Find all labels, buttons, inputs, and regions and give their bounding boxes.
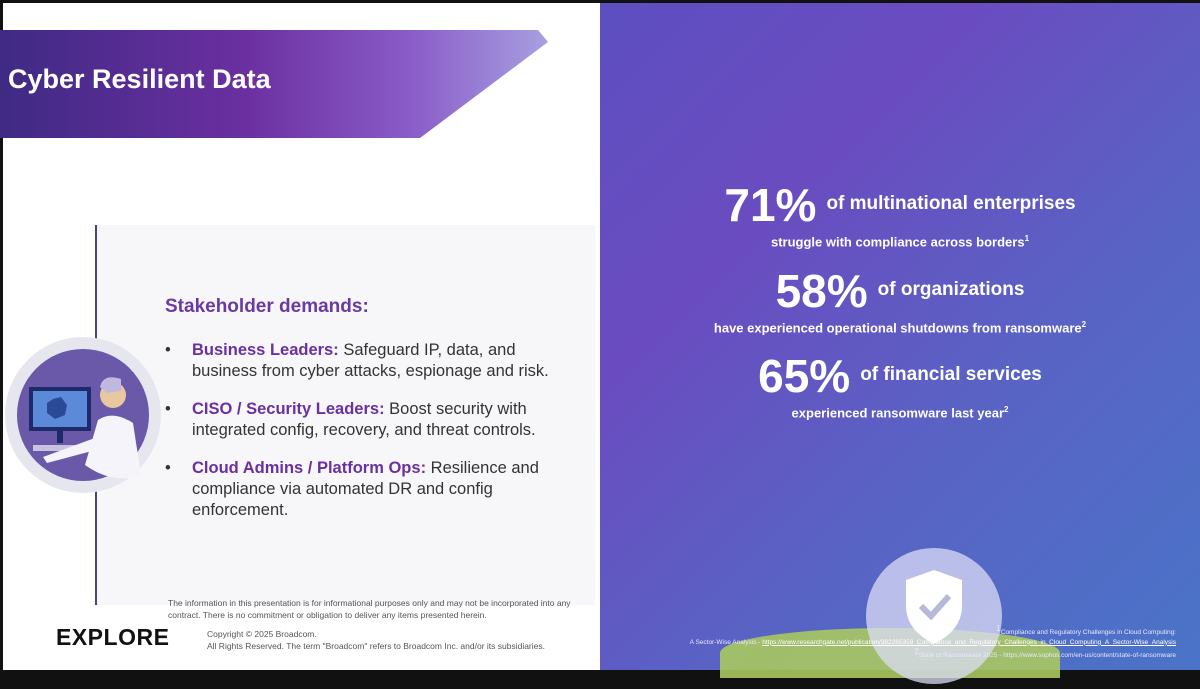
ref-num: 1 xyxy=(996,624,1001,633)
stat-sub: have experienced operational shutdowns f… xyxy=(600,320,1200,335)
rights-line: All Rights Reserved. The term "Broadcom"… xyxy=(207,641,545,651)
shield-check-icon xyxy=(906,570,962,644)
ref-mark: 2 xyxy=(1081,320,1087,329)
copyright-line: Copyright © 2025 Broadcom. xyxy=(207,629,317,639)
ref-link[interactable]: https://www.researchgate.net/publication… xyxy=(762,638,1176,646)
stat-value: 65% xyxy=(758,350,851,402)
role-label: CISO / Security Leaders: xyxy=(192,400,385,418)
stakeholder-heading: Stakeholder demands: xyxy=(165,296,369,317)
list-item: CISO / Security Leaders: Boost security … xyxy=(165,399,585,441)
stat-lead: of multinational enterprises xyxy=(826,193,1076,215)
references: 1Compliance and Regulatory Challenges in… xyxy=(600,624,1176,661)
list-item: Cloud Admins / Platform Ops: Resilience … xyxy=(165,458,585,521)
stat-sub-text: struggle with compliance across borders xyxy=(770,234,1025,250)
copyright: Copyright © 2025 Broadcom. All Rights Res… xyxy=(207,628,545,652)
stakeholder-list: Business Leaders: Safeguard IP, data, an… xyxy=(165,340,585,538)
ref-mark: 1 xyxy=(1024,234,1030,243)
list-item: Business Leaders: Safeguard IP, data, an… xyxy=(165,340,585,382)
shield-badge xyxy=(866,548,1002,684)
stat-sub-text: have experienced operational shutdowns f… xyxy=(713,320,1082,336)
ref-title: Compliance and Regulatory Challenges in … xyxy=(1000,629,1176,637)
explore-logo: EXPLORE xyxy=(56,624,170,650)
slide-title: Cyber Resilient Data xyxy=(8,64,271,94)
role-text: Resilience and compliance via automated … xyxy=(192,459,539,519)
role-label: Cloud Admins / Platform Ops: xyxy=(192,459,427,477)
stat-sub: struggle with compliance across borders1 xyxy=(600,234,1200,249)
role-label: Business Leaders: xyxy=(192,341,339,359)
stat-1: 71% of multinational enterprises struggle … xyxy=(600,178,1200,249)
stat-3: 65% of financial services experienced rans… xyxy=(600,349,1200,420)
disclaimer: The information in this presentation is … xyxy=(168,598,571,620)
stat-value: 58% xyxy=(775,265,868,317)
role-text: Safeguard IP, data, and business from cy… xyxy=(192,341,549,380)
stat-value: 71% xyxy=(724,179,817,231)
ref-link[interactable]: State of Ransomware 2025 - https://www.s… xyxy=(918,652,1176,660)
ref-num: 2 xyxy=(914,647,919,657)
stat-lead: of organizations xyxy=(877,279,1025,301)
stat-sub: experienced ransomware last year2 xyxy=(600,405,1200,420)
person-at-computer-icon xyxy=(5,337,161,493)
stat-lead: of financial services xyxy=(860,364,1042,386)
ref-mark: 2 xyxy=(1004,405,1009,414)
stat-2: 58% of organizations have experienced oper… xyxy=(600,264,1200,335)
ref-prefix: A Sector-Wise Analysis - xyxy=(689,638,763,646)
role-text: Boost security with integrated config, r… xyxy=(192,400,536,439)
stat-sub-text: experienced ransomware last year xyxy=(791,405,1004,421)
